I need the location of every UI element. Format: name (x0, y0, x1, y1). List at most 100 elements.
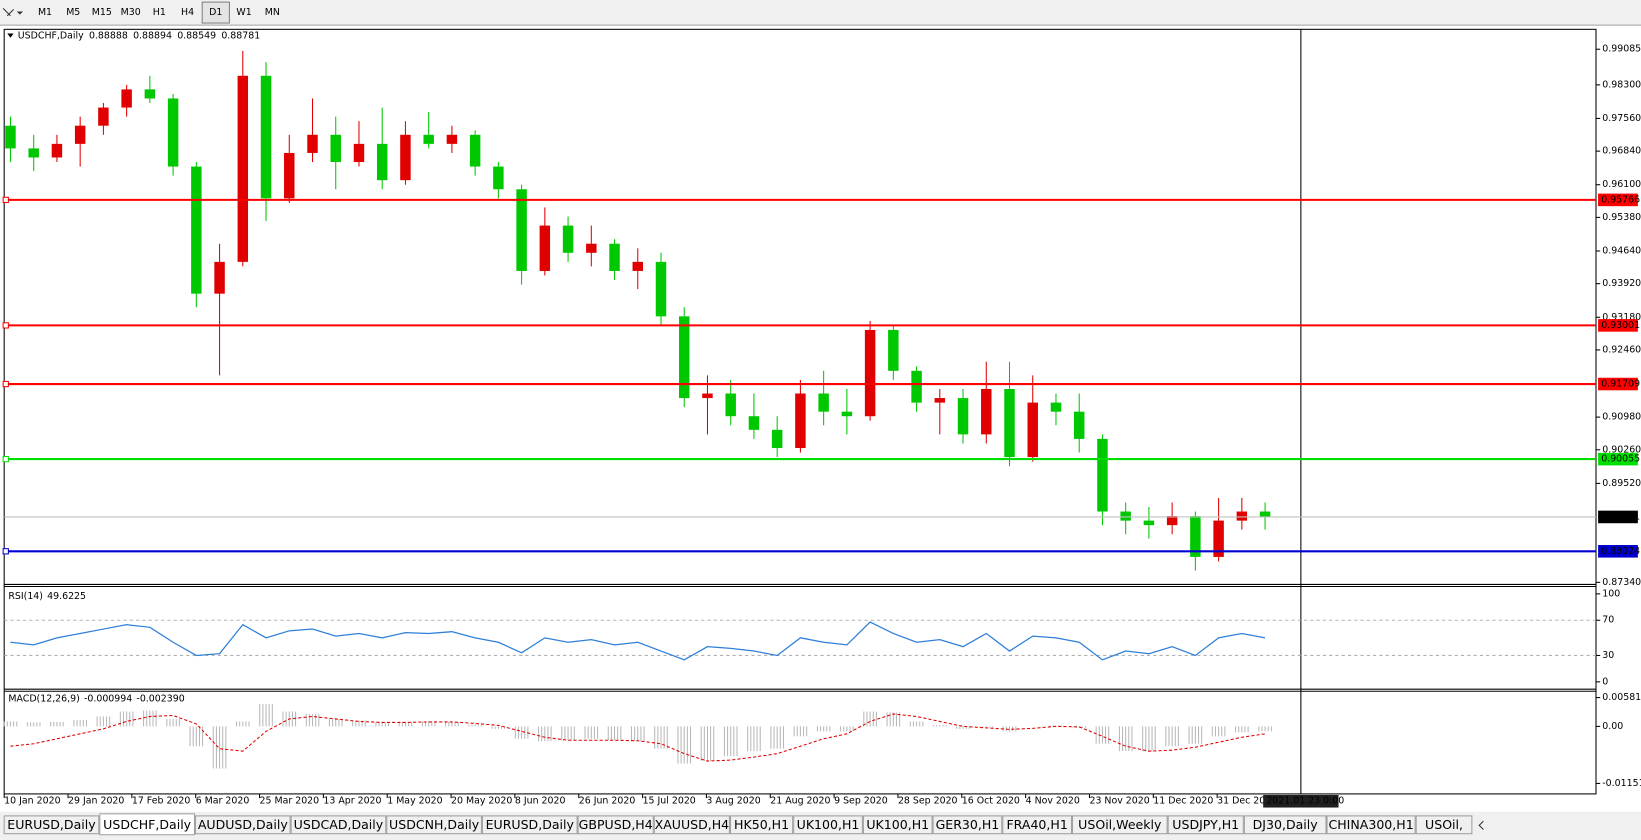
tab-label[interactable]: USDCAD,Daily (294, 817, 384, 832)
tab-label[interactable]: USDCNH,Daily (389, 817, 480, 832)
tab-label[interactable]: CHINA300,H1 (1329, 817, 1414, 832)
tab-frame[interactable] (1002, 815, 1072, 835)
timeframe-label[interactable]: M15 (92, 7, 112, 18)
timeframe-label[interactable]: M1 (38, 7, 52, 18)
x-tick-label: 3 Aug 2020 (706, 796, 760, 807)
tab-label[interactable]: AUDUSD,Daily (198, 817, 289, 832)
timeframe-label[interactable]: MN (265, 7, 280, 18)
tab-label[interactable]: XAUUSD,H4 (655, 817, 730, 832)
tool-icon[interactable] (2, 8, 14, 17)
candle-body (1097, 438, 1108, 512)
tab-frame[interactable] (194, 815, 291, 835)
tab-frame[interactable] (1415, 815, 1473, 835)
indicator-value: -0.002390 (136, 693, 184, 704)
tab-label[interactable]: HK50,H1 (734, 817, 789, 832)
symbol-tab[interactable]: HK50,H1 (729, 815, 794, 835)
symbol-tab[interactable]: EURUSD,Daily (481, 815, 578, 835)
timeframe-label[interactable]: W1 (236, 7, 251, 18)
timeframe-button[interactable]: M15 (92, 7, 112, 18)
symbol-tab[interactable]: GBPUSD,H4 (577, 815, 654, 835)
button-frame[interactable] (201, 1, 230, 24)
timeframe-label[interactable]: H1 (153, 7, 166, 18)
tab-frame[interactable] (481, 815, 578, 835)
symbol-tab[interactable]: UK100,H1 (862, 815, 933, 835)
tab-label[interactable]: UK100,H1 (866, 817, 929, 832)
timeframe-button[interactable]: H4 (181, 7, 194, 18)
y-tick-label: 0.98300 (1602, 79, 1641, 90)
tab-frame[interactable] (862, 815, 933, 835)
y-tick-label: 0.005818 (1602, 692, 1641, 703)
candle-body (121, 89, 132, 108)
symbol-tab[interactable]: USDJPY,H1 (1167, 815, 1244, 835)
tab-label[interactable]: USOil, (1425, 817, 1463, 832)
y-tick-label: 70 (1602, 615, 1614, 626)
tab-frame[interactable] (1326, 815, 1416, 835)
tab-frame[interactable] (932, 815, 1003, 835)
tab-scroll-arrow[interactable] (1478, 820, 1484, 830)
timeframe-button[interactable]: M30 (121, 7, 141, 18)
timeframe-label[interactable]: H4 (181, 7, 194, 18)
candle-body (725, 393, 736, 417)
ohlc-value: 0.88888 (89, 30, 128, 41)
symbol-tab[interactable]: USDCAD,Daily (290, 815, 387, 835)
x-tick-label: 1 May 2020 (387, 796, 442, 807)
tab-frame[interactable] (1243, 815, 1327, 835)
tab-label[interactable]: USDCHF,Daily (103, 817, 191, 832)
tab-label[interactable]: USDJPY,H1 (1172, 817, 1239, 832)
x-tick-label: 17 Feb 2020 (132, 796, 191, 807)
dropdown-arrow[interactable] (16, 11, 24, 15)
tab-frame[interactable] (386, 815, 482, 835)
candle-body (469, 134, 481, 167)
tab-frame[interactable] (729, 815, 794, 835)
tab-frame[interactable] (290, 815, 387, 835)
tab-label[interactable]: GER30,H1 (936, 817, 1000, 832)
candle-body (679, 316, 690, 399)
candle-body (609, 243, 620, 271)
indicator-value: -0.000994 (84, 693, 132, 704)
symbol-tab[interactable]: DJ30,Daily (1243, 815, 1327, 835)
timeframe-label[interactable]: M5 (66, 7, 80, 18)
symbol-arrow (7, 33, 14, 38)
tab-label[interactable]: UK100,H1 (797, 817, 860, 832)
timeframe-button[interactable]: D1 (201, 1, 230, 24)
tab-label[interactable]: GBPUSD,H4 (579, 817, 653, 832)
tab-frame[interactable] (1071, 815, 1168, 835)
timeframe-button[interactable]: M1 (38, 7, 52, 18)
tab-label[interactable]: FRA40,H1 (1006, 817, 1067, 832)
symbol-tab[interactable]: USOil, (1415, 815, 1473, 835)
timeframe-button[interactable]: MN (265, 7, 280, 18)
tab-label[interactable]: USOil,Weekly (1078, 817, 1162, 832)
symbol-tab[interactable]: CHINA300,H1 (1326, 815, 1416, 835)
symbol-tab[interactable]: FRA40,H1 (1002, 815, 1072, 835)
candle-body (911, 370, 922, 403)
candle-body (98, 107, 109, 126)
tab-label[interactable]: EURUSD,Daily (7, 817, 96, 832)
x-tick-label: 15 Jul 2020 (643, 796, 696, 807)
tab-frame[interactable] (653, 815, 730, 835)
tab-frame[interactable] (99, 813, 195, 836)
price-label-bg (1598, 510, 1638, 524)
symbol-tab[interactable]: UK100,H1 (793, 815, 863, 835)
tab-frame[interactable] (793, 815, 863, 835)
symbol-tab[interactable]: GER30,H1 (932, 815, 1003, 835)
candle-body (934, 398, 946, 403)
timeframe-button[interactable]: M5 (66, 7, 80, 18)
timeframe-label[interactable]: M30 (121, 7, 141, 18)
level-label: 0.91709 (1601, 379, 1640, 390)
timeframe-button[interactable]: W1 (236, 7, 251, 18)
candle-body (191, 166, 202, 294)
symbol-tab[interactable]: USDCHF,Daily (99, 813, 195, 836)
symbol-tab[interactable]: AUDUSD,Daily (194, 815, 291, 835)
tab-label[interactable]: EURUSD,Daily (486, 817, 575, 832)
symbol-tab[interactable]: XAUUSD,H4 (653, 815, 730, 835)
timeframe-label[interactable]: D1 (209, 7, 222, 18)
symbol-tab[interactable]: EURUSD,Daily (3, 815, 100, 835)
timeframe-button[interactable]: H1 (153, 7, 166, 18)
tab-frame[interactable] (1167, 815, 1244, 835)
tab-frame[interactable] (3, 815, 100, 835)
symbol-tab[interactable]: USOil,Weekly (1071, 815, 1168, 835)
tab-label[interactable]: DJ30,Daily (1253, 817, 1319, 832)
tab-frame[interactable] (577, 815, 654, 835)
symbol-tab[interactable]: USDCNH,Daily (386, 815, 482, 835)
